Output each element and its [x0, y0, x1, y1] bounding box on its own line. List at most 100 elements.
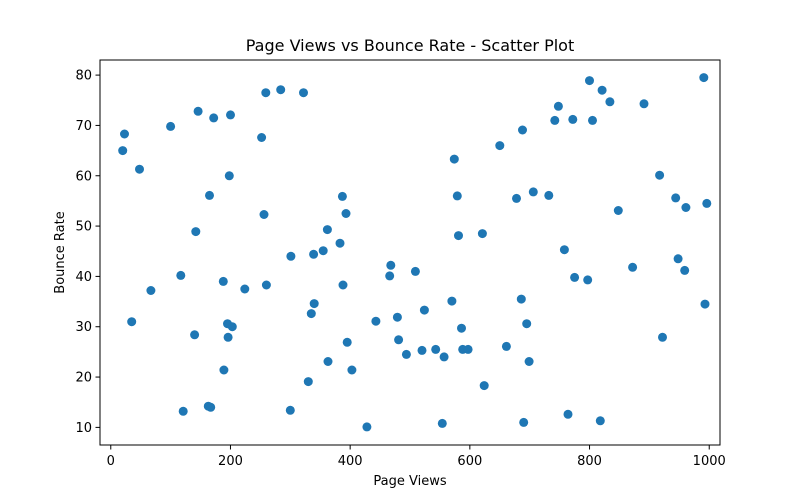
y-tick-label: 50 [75, 220, 92, 235]
scatter-point [454, 231, 463, 241]
scatter-point [613, 206, 623, 215]
scatter-point [439, 352, 449, 362]
y-tick-label: 30 [75, 320, 92, 335]
y-axis-label: Bounce Rate [53, 211, 68, 293]
scatter-point [457, 323, 466, 333]
scatter-point [323, 357, 333, 366]
scatter-point [512, 193, 521, 203]
scatter-point [495, 141, 505, 151]
scatter-point [127, 317, 137, 327]
y-axis: 10 20 30 40 50 60 70 80 [75, 69, 100, 436]
scatter-point [447, 296, 457, 306]
scatter-point [605, 97, 615, 107]
scatter-point [671, 193, 681, 203]
scatter-point [261, 280, 271, 290]
scatter-point [563, 409, 573, 419]
scatter-point [437, 418, 447, 428]
scatter-point [702, 198, 712, 208]
x-tick-label: 200 [218, 454, 243, 469]
scatter-point [501, 341, 511, 351]
scatter-point [477, 229, 487, 239]
scatter-point [639, 99, 649, 109]
scatter-point [583, 275, 593, 285]
scatter-point [362, 422, 372, 432]
scatter-point [193, 106, 203, 116]
y-tick-label: 70 [75, 119, 92, 134]
x-tick-label: 1000 [693, 454, 726, 469]
scatter-point [371, 316, 381, 326]
scatter-point [588, 115, 597, 125]
scatter-point [452, 191, 462, 201]
scatter-point [299, 88, 308, 98]
scatter-point [410, 266, 420, 276]
x-tick-label: 400 [338, 454, 363, 469]
scatter-point [519, 417, 529, 427]
scatter-point [322, 225, 332, 235]
scatter-point [166, 121, 176, 131]
scatter-point [392, 312, 402, 322]
scatter-point [341, 209, 351, 218]
x-tick-label: 800 [577, 454, 602, 469]
scatter-point [417, 345, 427, 355]
plot-frame [99, 59, 721, 446]
scatter-point [191, 227, 201, 237]
scatter-point [337, 191, 347, 201]
scatter-point [259, 210, 269, 219]
scatter-point [449, 154, 459, 164]
x-axis-label: Page Views [373, 474, 446, 489]
scatter-point [219, 365, 229, 375]
scatter-point [385, 271, 395, 281]
x-axis: 0 200 400 600 800 1000 [107, 445, 726, 469]
scatter-point [240, 284, 250, 294]
scatter-point [209, 113, 219, 123]
scatter-point [544, 190, 554, 200]
scatter-point [223, 332, 233, 342]
scatter-point [338, 280, 348, 290]
scatter-point [118, 146, 128, 156]
scatter-point [206, 402, 216, 412]
scatter-point [226, 110, 235, 120]
x-tick-label: 600 [457, 454, 482, 469]
scatter-point [318, 246, 328, 256]
x-tick-label: 0 [107, 454, 115, 469]
scatter-point [303, 377, 313, 387]
scatter-point [224, 171, 234, 181]
scatter-point [419, 305, 429, 315]
scatter-point [176, 270, 186, 280]
scatter-point [205, 190, 214, 200]
scatter-point [347, 365, 357, 375]
scatter-point [597, 85, 607, 95]
scatter-point [518, 125, 527, 135]
scatter-point [595, 416, 605, 426]
scatter-point [553, 101, 563, 111]
scatter-point [550, 115, 560, 125]
scatter-point [285, 405, 295, 415]
scatter-point [309, 249, 319, 259]
scatter-point [463, 344, 473, 354]
y-tick-label: 10 [75, 421, 92, 436]
scatter-point [516, 294, 526, 304]
scatter-point [559, 245, 569, 255]
scatter-point [628, 262, 638, 272]
scatter-point [120, 129, 129, 139]
scatter-point [190, 330, 200, 340]
y-tick-label: 80 [75, 69, 92, 84]
scatter-point [401, 349, 411, 359]
scatter-point [306, 309, 316, 319]
scatter-point [699, 73, 709, 83]
scatter-point [261, 88, 271, 98]
scatter-point [680, 265, 690, 275]
scatter-point [528, 187, 538, 197]
y-tick-label: 60 [75, 169, 92, 184]
scatter-point [218, 276, 228, 286]
scatter-point [524, 357, 534, 366]
scatter-point [394, 335, 404, 345]
scatter-point [431, 344, 441, 354]
scatter-point [178, 406, 188, 416]
scatter-point [342, 337, 352, 347]
y-tick-label: 40 [75, 270, 92, 285]
scatter-point [568, 114, 578, 124]
scatter-point [570, 272, 580, 282]
